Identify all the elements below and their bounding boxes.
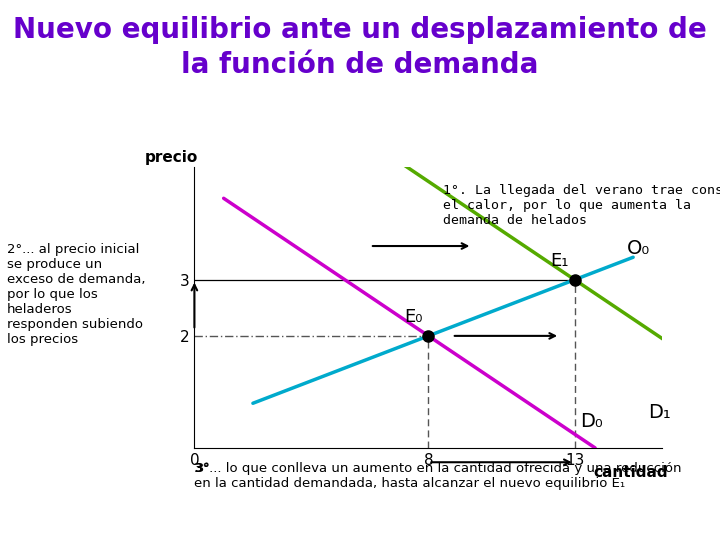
Text: cantidad: cantidad	[593, 465, 668, 480]
Text: D₀: D₀	[580, 411, 603, 431]
Text: E₀: E₀	[404, 308, 423, 326]
Text: 3°: 3°	[194, 462, 210, 475]
Text: Nuevo equilibrio ante un desplazamiento de
la función de demanda: Nuevo equilibrio ante un desplazamiento …	[13, 16, 707, 79]
Text: O₀: O₀	[627, 239, 651, 258]
Text: 2°... al precio inicial
se produce un
exceso de demanda,
por lo que los
heladero: 2°... al precio inicial se produce un ex…	[7, 243, 145, 346]
Text: E₁: E₁	[550, 252, 569, 269]
Text: 3°... lo que conlleva un aumento en la cantidad ofrecida y una reducción
en la c: 3°... lo que conlleva un aumento en la c…	[194, 462, 682, 490]
Text: D₁: D₁	[648, 403, 670, 422]
Text: precio: precio	[145, 150, 197, 165]
Text: 1°. La llegada del verano trae consigo
el calor, por lo que aumenta la
demanda d: 1°. La llegada del verano trae consigo e…	[443, 184, 720, 227]
